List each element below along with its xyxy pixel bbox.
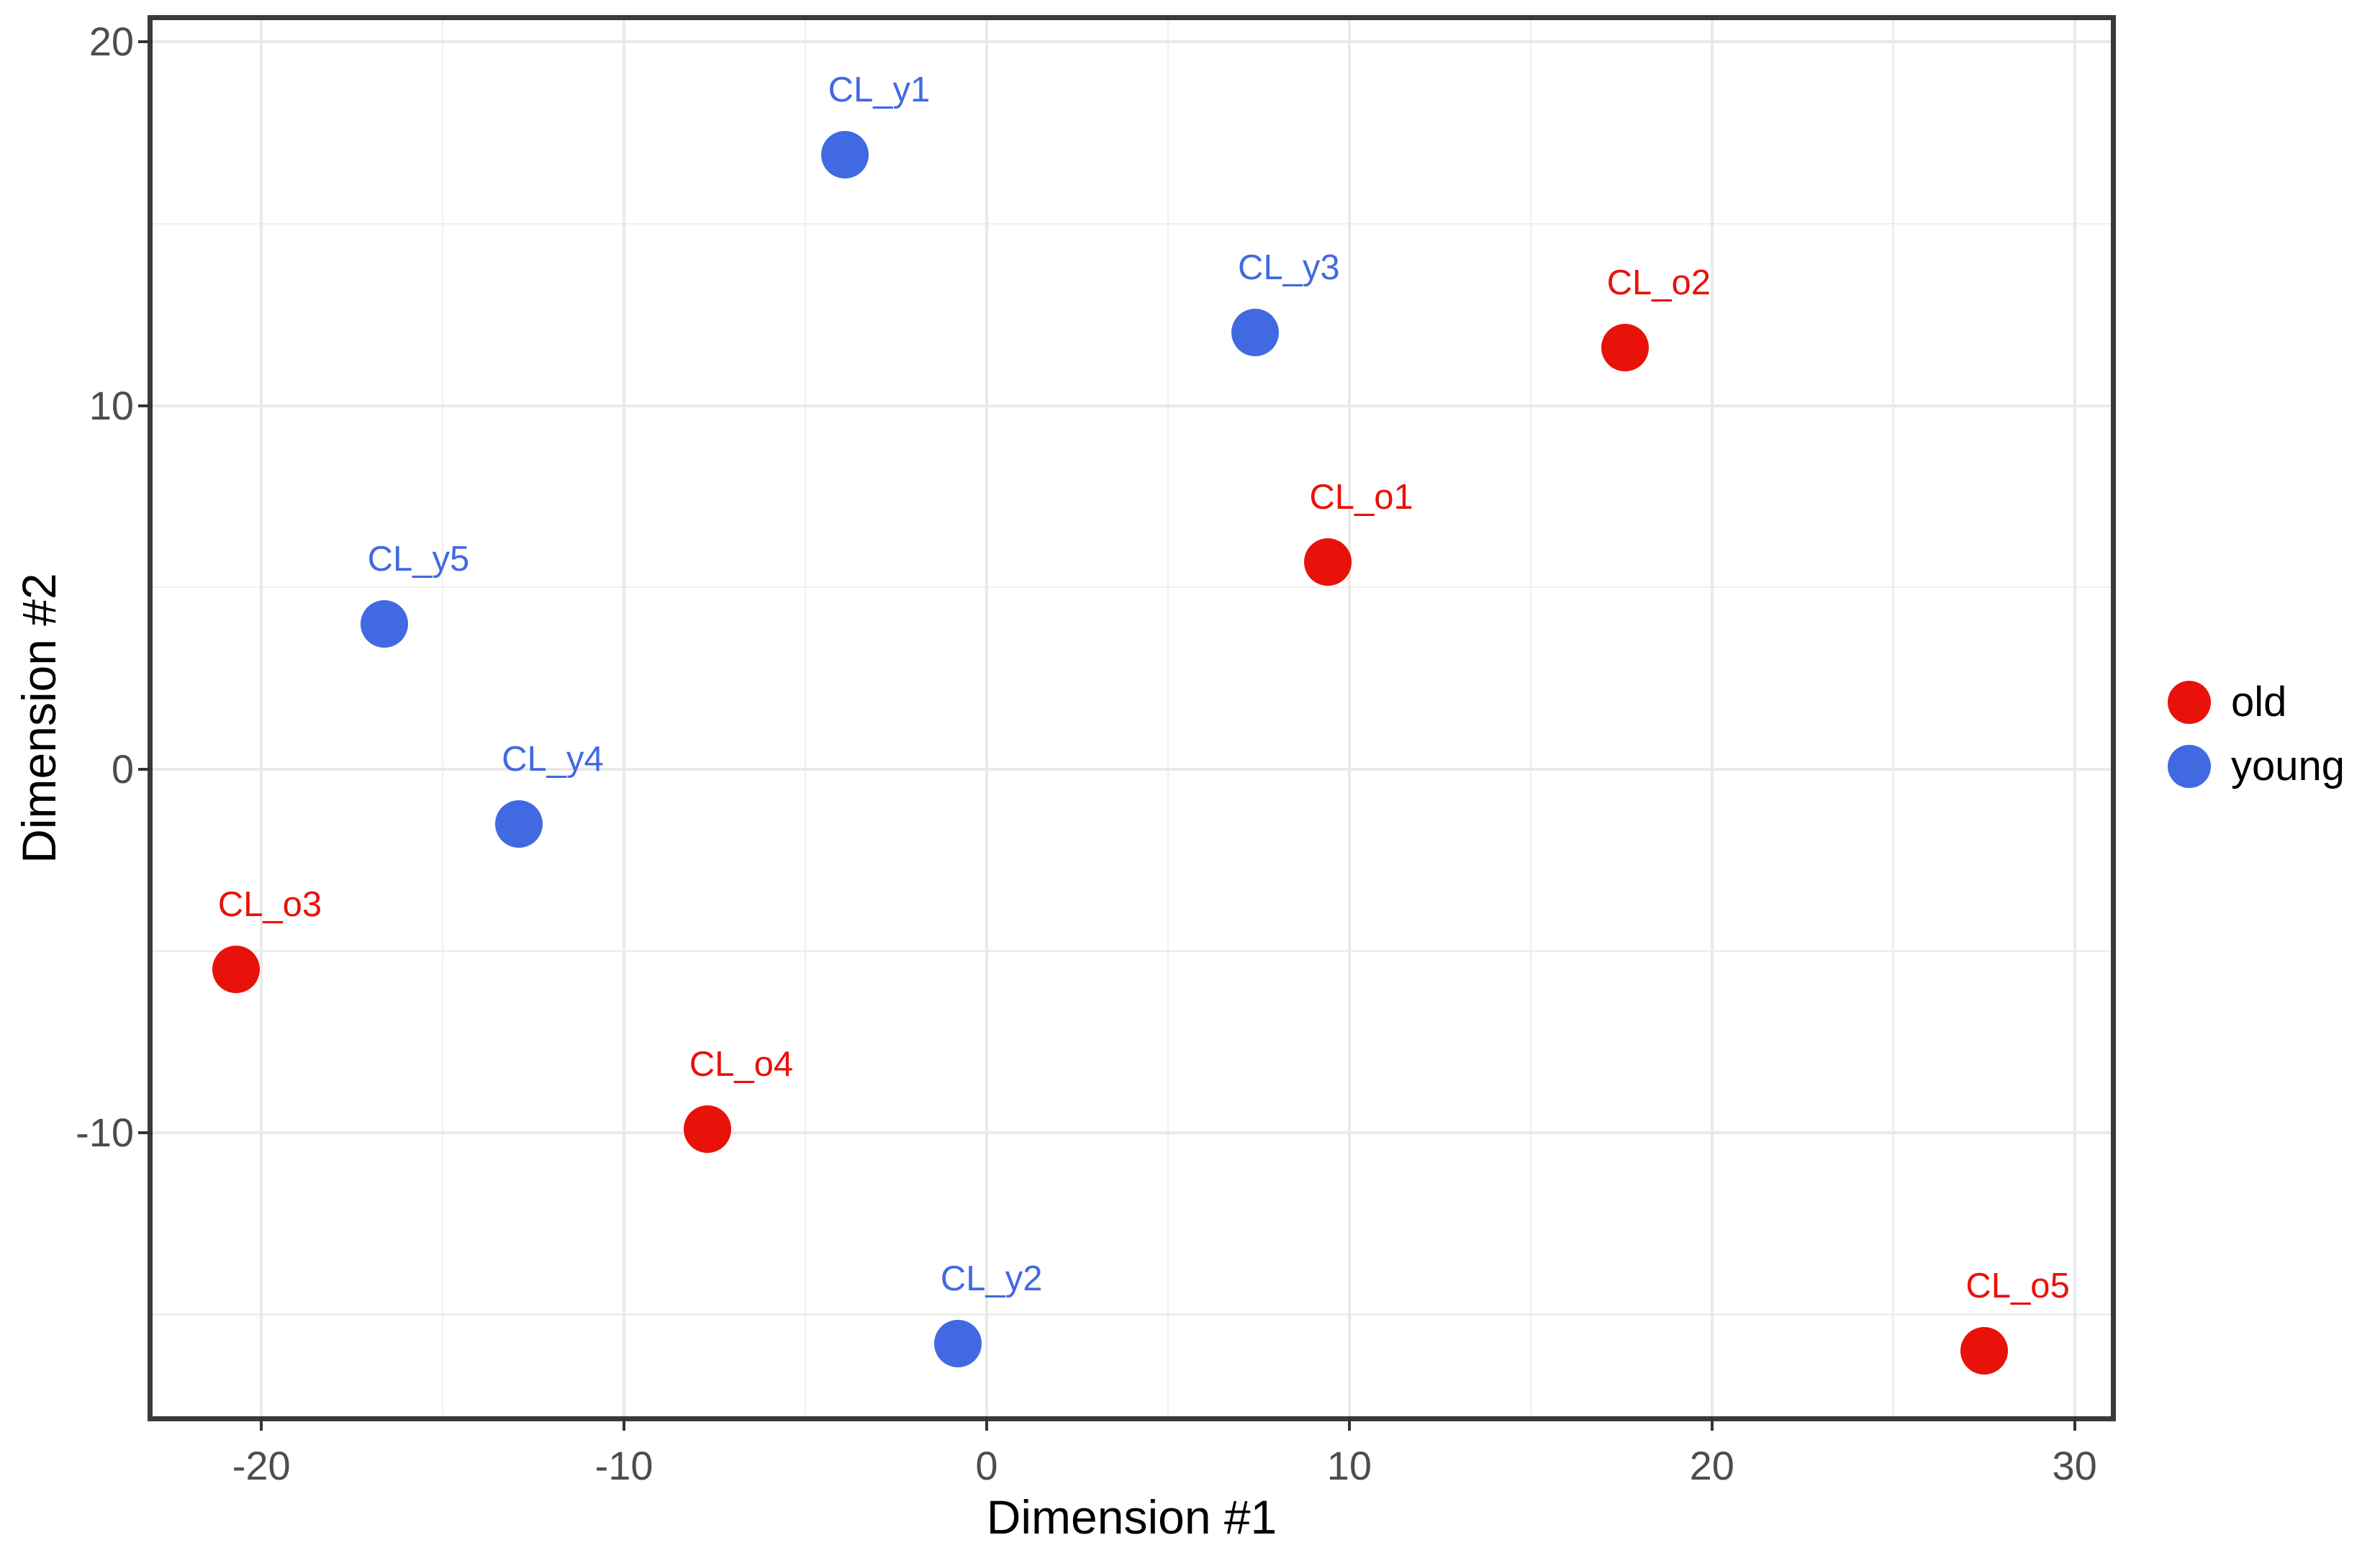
- legend-key-dot: [2168, 680, 2211, 724]
- y-major-gridline: [153, 404, 2111, 407]
- data-point-label: CL_y5: [367, 539, 470, 579]
- y-axis-title: Dimension #2: [12, 573, 65, 864]
- data-point: [1960, 1327, 2008, 1375]
- legend-entry: old: [2168, 678, 2345, 726]
- x-tick-label: 10: [1326, 1443, 1372, 1488]
- legend: old young: [2168, 678, 2345, 790]
- data-point-label: CL_y3: [1237, 248, 1340, 288]
- legend-entry-label: old: [2231, 679, 2287, 725]
- x-minor-gridline: [1892, 20, 1894, 1416]
- x-tick-label: 20: [1689, 1443, 1734, 1488]
- data-point-label: CL_y2: [940, 1259, 1043, 1298]
- x-tick-mark: [985, 1416, 988, 1431]
- data-point-label: CL_o4: [689, 1044, 794, 1084]
- y-tick-label: 0: [111, 746, 134, 792]
- y-tick-label: 10: [89, 382, 134, 428]
- x-major-gridline: [623, 20, 626, 1416]
- x-tick-mark: [260, 1416, 263, 1431]
- y-tick-label: -10: [76, 1109, 134, 1155]
- data-point: [933, 1319, 982, 1367]
- data-point-label: CL_o5: [1965, 1267, 2070, 1306]
- x-tick-label: -20: [232, 1443, 291, 1488]
- x-major-gridline: [260, 20, 263, 1416]
- data-point: [683, 1105, 731, 1153]
- x-tick-label: -10: [594, 1443, 653, 1488]
- x-tick-label: 30: [2052, 1443, 2097, 1488]
- data-point: [1231, 309, 1279, 357]
- data-point-label: CL_o1: [1309, 477, 1413, 517]
- x-tick-mark: [2073, 1416, 2076, 1431]
- x-major-gridline: [1710, 20, 1714, 1416]
- x-tick-mark: [1347, 1416, 1351, 1431]
- x-minor-gridline: [1167, 20, 1169, 1416]
- data-point: [1303, 538, 1352, 586]
- y-minor-gridline: [153, 222, 2111, 225]
- y-minor-gridline: [153, 586, 2111, 589]
- data-point-label: CL_y4: [502, 739, 604, 779]
- legend-key-dot: [2168, 744, 2211, 788]
- x-major-gridline: [985, 20, 988, 1416]
- legend-entry: young: [2168, 742, 2345, 790]
- y-tick-mark: [138, 767, 153, 771]
- x-tick-mark: [1710, 1416, 1714, 1431]
- y-major-gridline: [153, 767, 2111, 771]
- data-point-label: CL_o3: [217, 884, 322, 924]
- y-tick-mark: [138, 404, 153, 407]
- data-point: [361, 599, 409, 648]
- x-tick-label: 0: [975, 1443, 998, 1488]
- y-minor-gridline: [153, 950, 2111, 952]
- data-point: [494, 800, 543, 848]
- data-point-label: CL_o2: [1606, 263, 1711, 302]
- y-tick-mark: [138, 40, 153, 44]
- panel-border: [148, 15, 2116, 1421]
- x-major-gridline: [1347, 20, 1351, 1416]
- x-minor-gridline: [441, 20, 444, 1416]
- y-tick-label: 20: [89, 19, 134, 65]
- data-point: [212, 945, 260, 993]
- y-tick-mark: [138, 1131, 153, 1134]
- y-minor-gridline: [153, 1313, 2111, 1316]
- x-minor-gridline: [804, 20, 807, 1416]
- x-axis-title: Dimension #1: [986, 1490, 1277, 1544]
- legend-entry-label: young: [2231, 743, 2345, 789]
- x-tick-mark: [623, 1416, 626, 1431]
- x-minor-gridline: [1529, 20, 1532, 1416]
- data-point-label: CL_y1: [828, 70, 931, 109]
- plot-panel: [153, 20, 2111, 1416]
- x-major-gridline: [2073, 20, 2076, 1416]
- data-point: [1601, 323, 1649, 371]
- y-major-gridline: [153, 1131, 2111, 1134]
- y-major-gridline: [153, 40, 2111, 44]
- data-point: [821, 130, 869, 178]
